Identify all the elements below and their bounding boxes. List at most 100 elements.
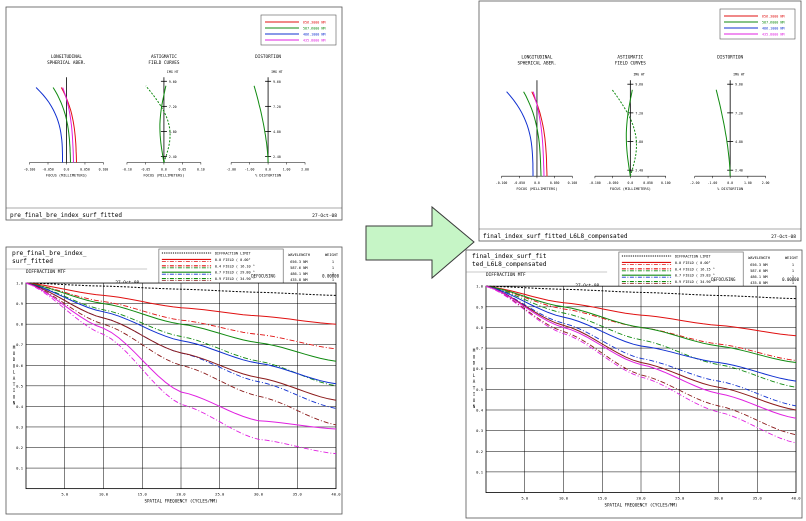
y-tick-label: 0.8: [476, 325, 484, 330]
axis-unit: IMG HT: [271, 70, 283, 74]
mtf-sagittal-series: [485, 285, 797, 411]
x-tick-label: 40.0: [331, 492, 341, 497]
mtf-sagittal-series: [25, 282, 337, 385]
weight-header: WEIGHT: [325, 253, 339, 257]
x-axis-label: SPATIAL FREQUENCY (CYCLES/MM): [144, 499, 217, 504]
y-axis-label-letter: M: [473, 348, 476, 353]
y-tick-label: 0.1: [476, 469, 484, 474]
wavelength-value: 435.8 NM: [290, 278, 308, 282]
legend-label: DIFFRACTION LIMIT: [675, 255, 712, 259]
y-axis-label-letter: M: [13, 345, 16, 350]
x-tick-label: -0.100: [589, 181, 601, 185]
axis-unit: IMG HT: [167, 70, 179, 74]
mtf-sagittal-series: [485, 285, 797, 337]
y-axis-label-letter: U: [13, 363, 16, 368]
legend-label: 0.7 FIELD ( 29.83 °: [675, 274, 715, 278]
y-axis-label-letter: I: [13, 388, 16, 393]
y-tick-label: 2.40: [273, 155, 281, 159]
x-axis-label: % DISTORTION: [717, 187, 743, 191]
legend-label: 486.1000 NM: [303, 33, 325, 37]
x-tick-label: 0.050: [550, 181, 560, 185]
y-tick-label: 7.20: [635, 111, 643, 115]
subplot-title: LONGITUDINAL: [521, 55, 552, 61]
y-tick-label: 4.80: [273, 130, 281, 134]
design-name: ted_L6L8_compensated: [472, 261, 547, 268]
mtf-sagittal-series: [485, 285, 797, 363]
x-tick-label: 20.0: [176, 492, 186, 497]
x-tick-label: 20.0: [636, 496, 646, 501]
y-axis-label-letter: O: [13, 351, 16, 356]
design-name: surf_fitted: [12, 258, 53, 265]
y-axis-label-letter: N: [13, 401, 16, 406]
x-tick-label: 30.0: [714, 496, 724, 501]
legend-label: 435.8000 NM: [303, 39, 325, 43]
y-tick-label: 0.5: [476, 387, 483, 392]
mtf-tangential-series: [25, 282, 337, 426]
distortion-curve: [715, 89, 731, 177]
mtf-subtitle: DIFFRACTION MTF: [26, 269, 66, 275]
x-tick-label: 25.0: [215, 492, 225, 497]
mtf-sagittal-series: [25, 282, 337, 296]
y-axis-label-letter: O: [13, 394, 16, 399]
mtf-subtitle: DIFFRACTION MTF: [486, 272, 526, 278]
spherical-aberration-curve: [532, 91, 545, 177]
y-tick-label: 4.80: [735, 140, 743, 144]
y-axis-label-letter: D: [473, 361, 476, 366]
mtf-tangential-series: [25, 282, 337, 350]
tangential-field-curve: [611, 89, 638, 177]
mtf-tangential-series: [485, 285, 797, 444]
y-tick-label: 7.20: [169, 105, 177, 109]
legend-label: 0.7 FIELD ( 29.80 °: [215, 271, 255, 275]
y-axis-label-letter: A: [13, 376, 16, 381]
mtf-sagittal-series: [485, 285, 797, 300]
subplot-title: SPHERICAL ABER.: [47, 60, 86, 66]
mtf-sagittal-series: [25, 282, 337, 362]
axis-unit: IMG HT: [733, 72, 745, 76]
legend-label: 656.3000 NM: [303, 21, 325, 25]
design-name: final_index_surf_fitted_L6L8_compensated: [483, 233, 628, 240]
weight-value: 1: [332, 272, 334, 276]
x-tick-label: -1.00: [245, 167, 255, 171]
legend-label: 435.8000 NM: [762, 33, 784, 37]
y-tick-label: 0.7: [16, 342, 23, 347]
mtf-tangential-series: [485, 285, 797, 388]
subplot-title: ASTIGMATIC: [151, 54, 177, 60]
y-axis-label-letter: O: [473, 398, 476, 403]
y-tick-label: 0.1: [16, 466, 24, 471]
x-axis-label: % DISTORTION: [255, 173, 281, 177]
weight-header: WEIGHT: [785, 256, 799, 260]
legend-label: 587.6000 NM: [303, 27, 325, 31]
x-tick-label: 35.0: [753, 496, 763, 501]
x-tick-label: 0.100: [568, 181, 578, 185]
x-tick-label: 30.0: [254, 492, 264, 497]
x-tick-label: 35.0: [293, 492, 303, 497]
x-axis-label: FOCUS (MILLIMETERS): [46, 173, 87, 177]
y-tick-label: 7.20: [273, 105, 281, 109]
x-tick-label: -0.100: [496, 181, 508, 185]
subplot-title: ASTIGMATIC: [617, 55, 643, 61]
x-tick-label: 0.10: [197, 167, 205, 171]
y-tick-label: 9.60: [635, 83, 643, 87]
design-name: pre_final_bre_index_: [12, 250, 87, 257]
y-axis-label-letter: T: [473, 385, 476, 390]
mtf-tangential-series: [485, 285, 797, 436]
spherical-aberration-curve: [506, 91, 534, 177]
axis-unit: IMG HT: [633, 72, 645, 76]
y-tick-label: 0.8: [16, 322, 24, 327]
x-tick-label: -0.050: [607, 181, 619, 185]
legend-label: 0.0 FIELD ( 0.00°: [215, 258, 251, 262]
x-tick-label: -0.050: [513, 181, 525, 185]
x-tick-label: -1.00: [708, 181, 718, 185]
y-tick-label: 0.4: [476, 407, 484, 412]
legend-label: 0.4 FIELD ( 16.10 °: [215, 264, 255, 268]
x-tick-label: 1.00: [283, 167, 291, 171]
legend-label: 0.9 FIELD ( 34.90 °: [675, 280, 715, 284]
x-axis-label: FOCUS (MILLIMETERS): [516, 187, 557, 191]
subplot-title: SPHERICAL ABER.: [518, 61, 557, 67]
y-tick-label: 0.2: [476, 449, 483, 454]
weight-value: 1: [792, 263, 794, 267]
y-tick-label: 2.40: [635, 169, 643, 173]
x-tick-label: 15.0: [138, 492, 148, 497]
defocus-label: DEFOCUSING: [711, 277, 736, 282]
